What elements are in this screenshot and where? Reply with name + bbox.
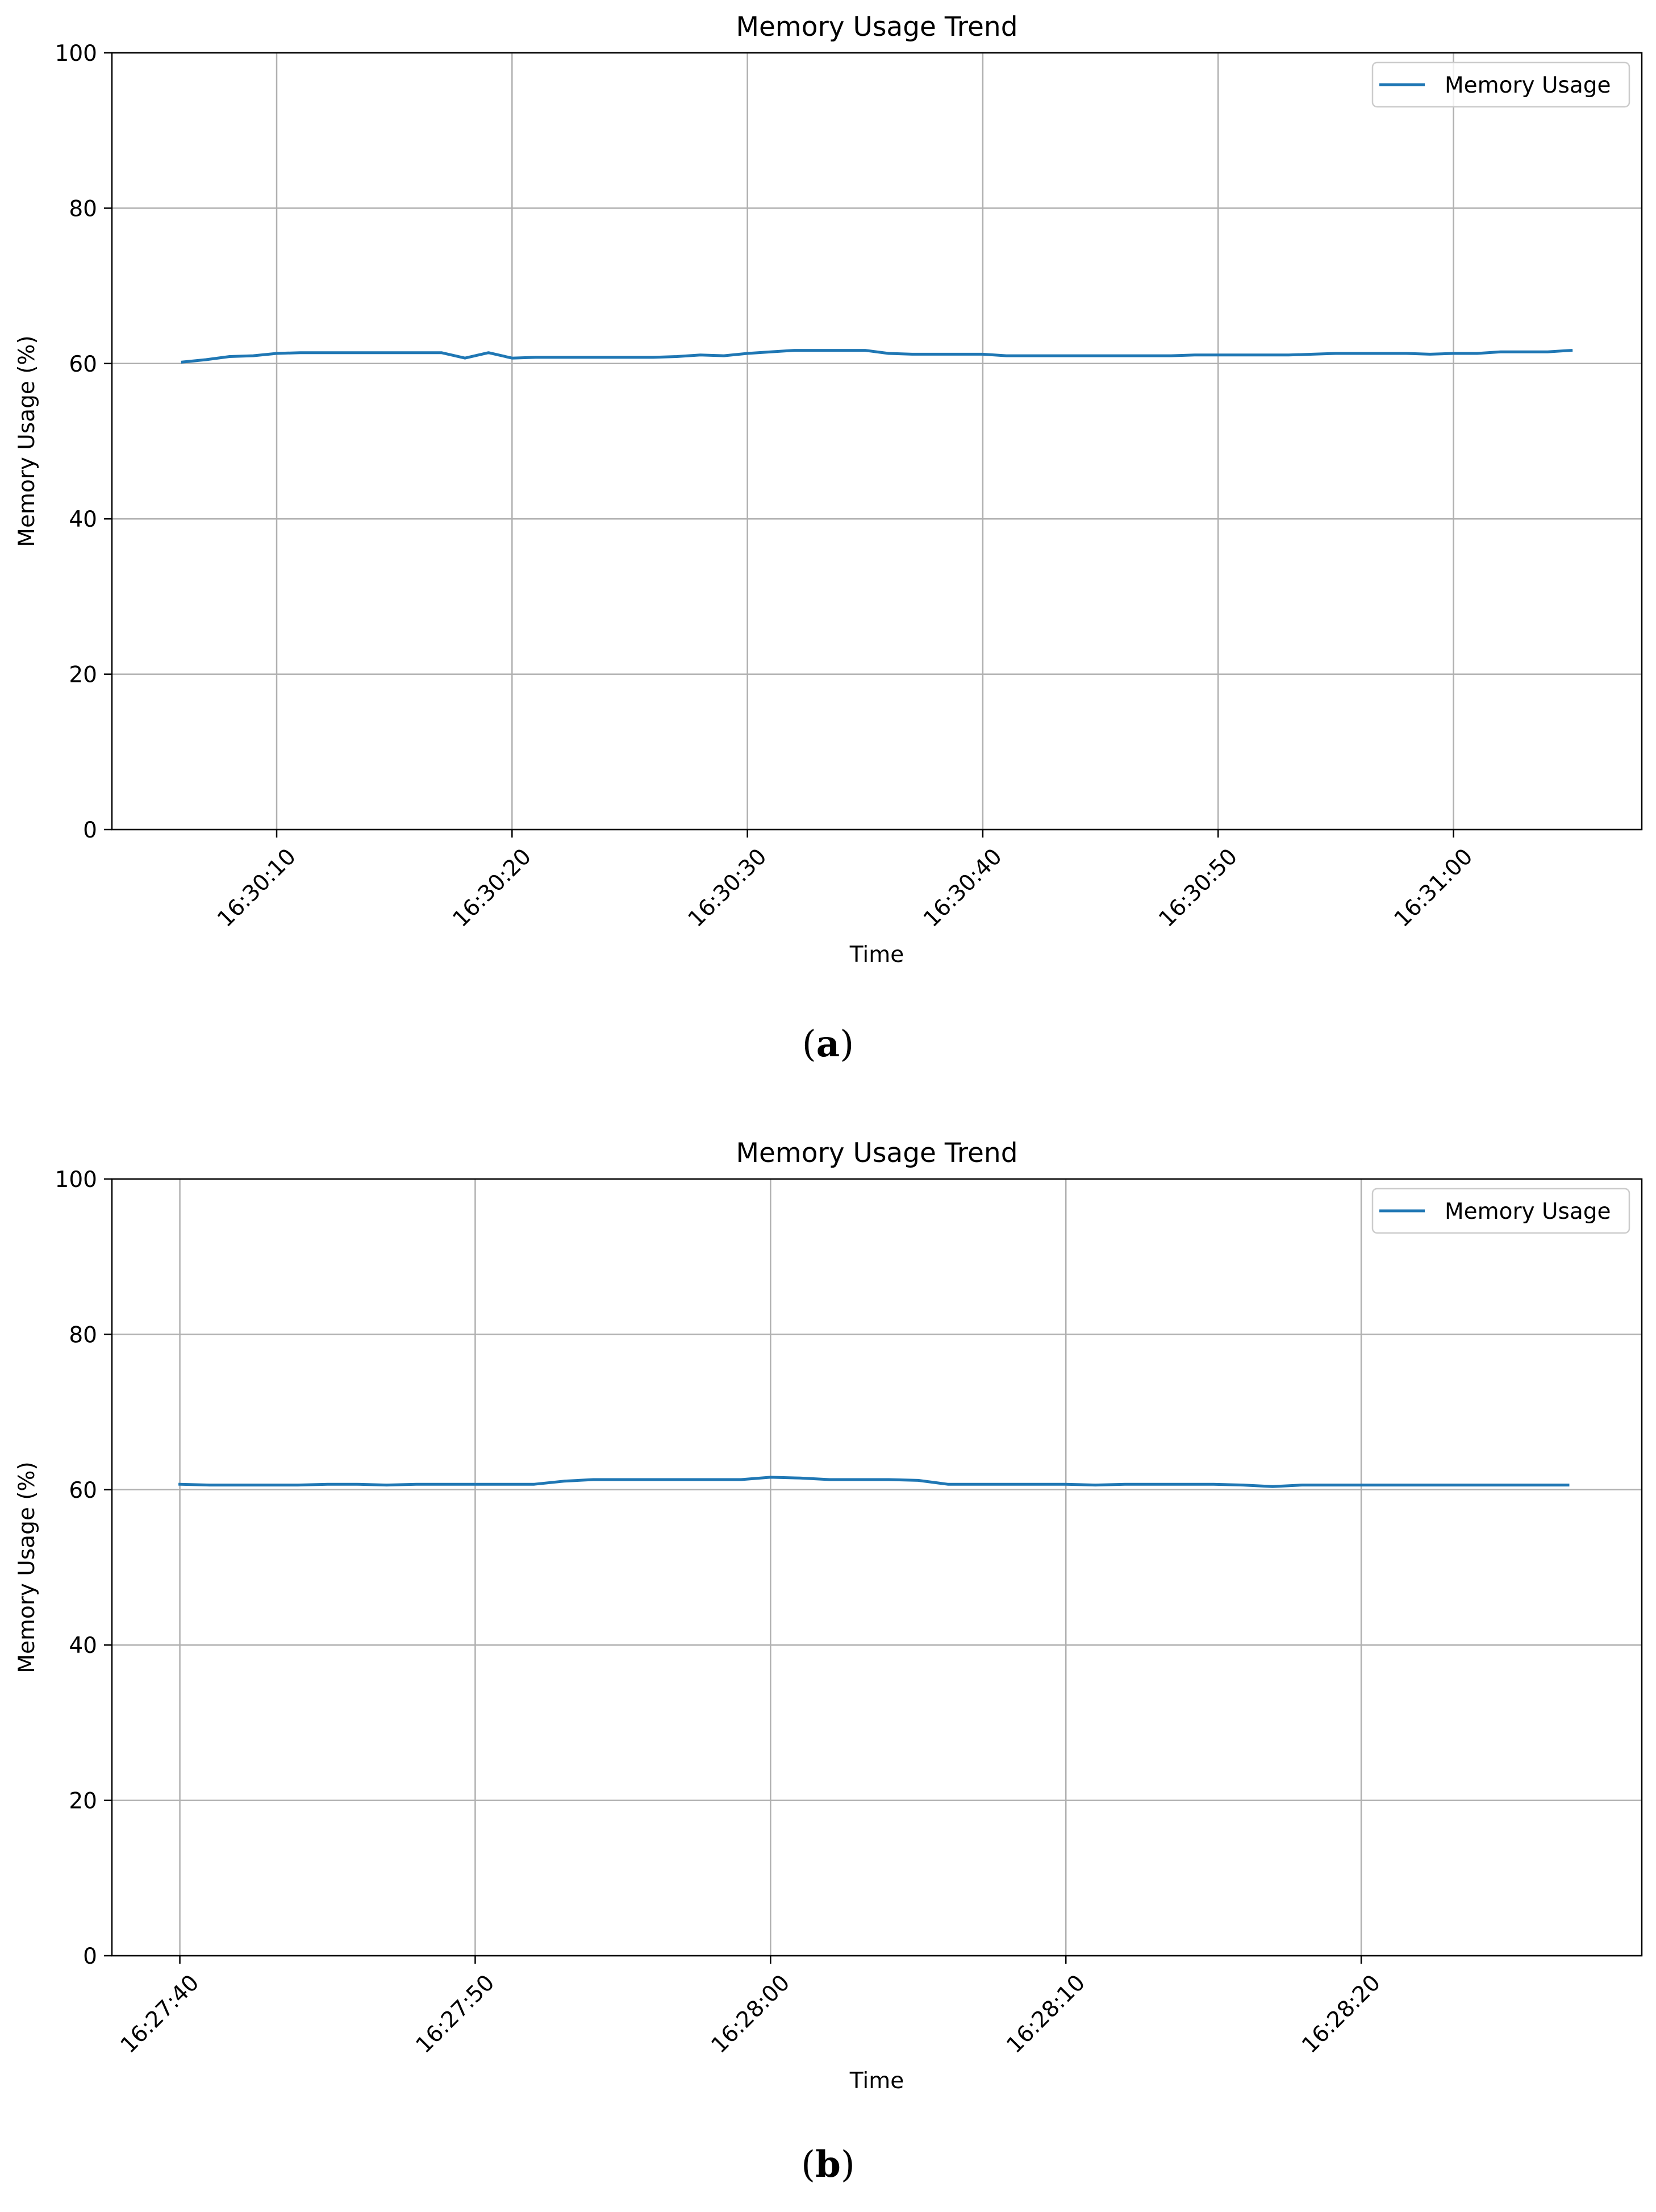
x-tick-label: 16:30:10	[212, 844, 301, 932]
x-tick-label: 16:27:40	[116, 1970, 205, 2059]
chart-title: Memory Usage Trend	[736, 11, 1017, 43]
caption-b: (b)	[0, 2143, 1656, 2186]
y-tick-label: 20	[69, 1789, 97, 1814]
x-tick-label: 16:31:00	[1390, 844, 1478, 932]
grid	[112, 1178, 1642, 1957]
grid	[112, 52, 1642, 831]
x-axis-label: Time	[849, 942, 904, 968]
x-tick-label: 16:30:40	[919, 844, 1007, 932]
y-tick-label: 60	[69, 352, 97, 377]
y-tick-label: 40	[69, 507, 97, 532]
legend: Memory Usage	[1371, 1188, 1630, 1234]
memory-usage-chart-b: 0 20 40 60 80 100 16:27:40 16:27:50 16:28:00 16:2…	[14, 1138, 1643, 2094]
series-line-memory-usage	[178, 1476, 1570, 1488]
y-tick-label: 100	[55, 41, 97, 66]
y-tick-label: 20	[69, 663, 97, 688]
figure-panel-b: 0 20 40 60 80 100 16:27:40 16:27:50 16:28:00 16:2…	[0, 1126, 1656, 2212]
y-tick-label: 80	[69, 196, 97, 222]
figure-panel-a: 0 20 40 60 80 100 16:30:10 16:30:20 16:30:30 16:3…	[0, 11, 1656, 1065]
x-tick-label: 16:28:10	[1002, 1970, 1090, 2059]
y-tick-label: 80	[69, 1322, 97, 1348]
y-tick-label: 100	[55, 1167, 97, 1193]
legend: Memory Usage	[1371, 61, 1630, 108]
x-tick-label: 16:28:20	[1297, 1970, 1386, 2059]
y-tick-label: 0	[83, 818, 97, 843]
legend-label: Memory Usage	[1445, 73, 1611, 98]
caption-close: )	[840, 1023, 854, 1065]
y-tick-label: 0	[83, 1944, 97, 1969]
y-axis-label: Memory Usage (%)	[14, 335, 40, 547]
y-tick-label: 40	[69, 1633, 97, 1659]
series-line-memory-usage	[181, 348, 1573, 364]
x-tick-label: 16:30:50	[1154, 844, 1242, 932]
plot-frame	[111, 1178, 1643, 1957]
x-tick-label: 16:30:30	[683, 844, 772, 932]
caption-letter: b	[815, 2143, 841, 2186]
caption-close: )	[840, 2144, 855, 2186]
x-axis-label: Time	[849, 2068, 904, 2094]
caption-a: (a)	[0, 1023, 1656, 1065]
x-tick-label: 16:30:20	[448, 844, 537, 932]
y-axis-label: Memory Usage (%)	[14, 1461, 40, 1673]
caption-open: (	[802, 1023, 816, 1065]
x-tick-label: 16:28:00	[707, 1970, 795, 2059]
caption-letter: a	[816, 1023, 840, 1065]
memory-usage-chart-a: 0 20 40 60 80 100 16:30:10 16:30:20 16:30:30 16:3…	[14, 11, 1643, 968]
legend-box	[1371, 61, 1630, 108]
x-tick-label: 16:27:50	[411, 1970, 500, 2059]
legend-box	[1371, 1188, 1630, 1234]
plot-frame	[111, 52, 1643, 831]
caption-open: (	[801, 2144, 816, 2186]
y-tick-label: 60	[69, 1478, 97, 1503]
legend-label: Memory Usage	[1445, 1199, 1611, 1224]
chart-title: Memory Usage Trend	[736, 1138, 1017, 1169]
